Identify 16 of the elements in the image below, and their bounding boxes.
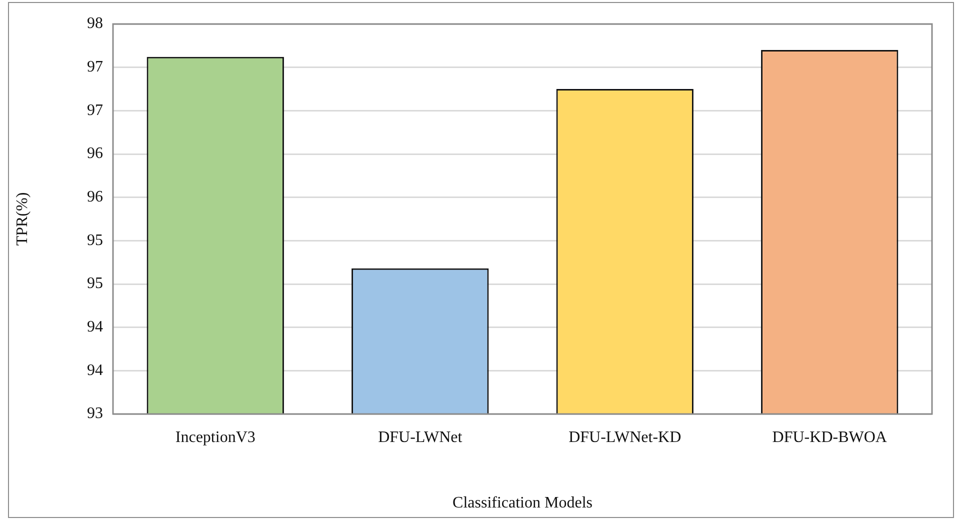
y-tick-label: 94 [87, 362, 103, 379]
y-tick-label: 97 [87, 102, 103, 119]
x-tick-label: DFU-LWNet-KD [568, 428, 682, 446]
y-tick-label: 97 [87, 58, 103, 76]
x-tick-label: InceptionV3 [175, 428, 256, 446]
x-axis-title: Classification Models [452, 494, 592, 512]
y-tick-label: 94 [87, 318, 103, 336]
x-tick-label: DFU-KD-BWOA [772, 428, 888, 446]
y-tick-label: 96 [87, 188, 103, 206]
x-tick-label: DFU-LWNet [378, 428, 463, 446]
y-tick-label: 95 [87, 275, 103, 292]
y-tick-label: 93 [87, 405, 103, 422]
y-tick-label: 96 [87, 145, 103, 162]
y-tick-label: 95 [87, 232, 103, 249]
y-axis-title: TPR(%) [14, 192, 31, 246]
y-tick-label: 98 [87, 15, 103, 32]
